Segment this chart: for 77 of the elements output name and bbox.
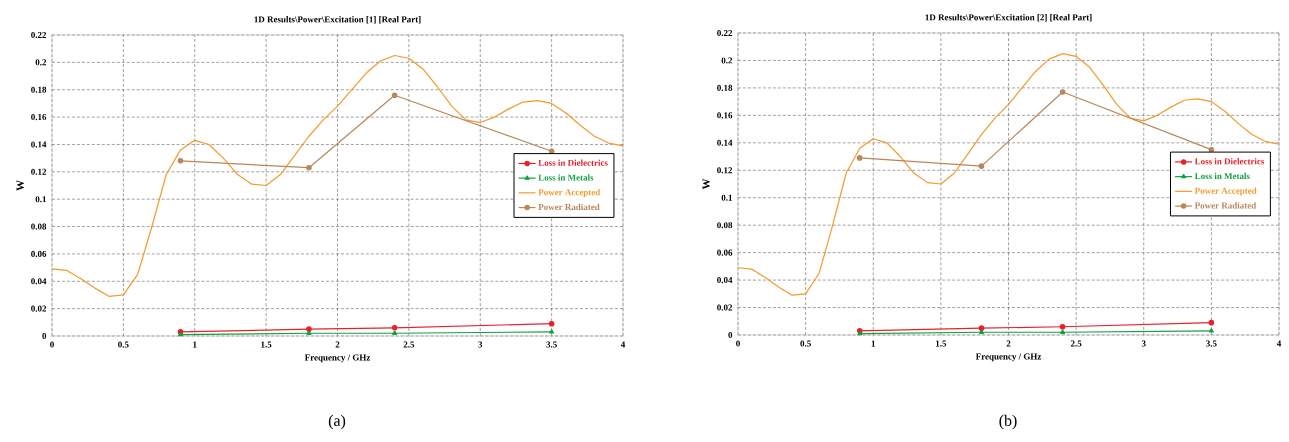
chart-title: 1D Results\Power\Excitation [1] [Real Part] <box>254 16 421 24</box>
legend-label: Loss in Metals <box>1194 172 1250 180</box>
x-tick-label: 2 <box>1006 340 1011 347</box>
x-tick-label: 4 <box>620 341 626 348</box>
point <box>1208 328 1214 333</box>
y-tick-label: 0 <box>42 332 47 340</box>
point <box>306 326 312 332</box>
y-tick-label: 0.22 <box>31 31 47 39</box>
x-tick-label: 2.5 <box>1070 340 1082 347</box>
x-tick-label: 4 <box>1276 340 1282 347</box>
text: (a) <box>328 414 346 430</box>
y-axis-title: W <box>702 178 710 190</box>
x-tick-label: 1 <box>193 341 197 348</box>
y-tick-label: 0.06 <box>717 249 733 256</box>
point <box>978 329 984 334</box>
point <box>1208 319 1215 326</box>
chart-title: 1D Results\Power\Excitation [2] [Real Part] <box>925 14 1092 22</box>
point <box>978 163 985 169</box>
x-tick-label: 3.5 <box>1206 340 1217 347</box>
y-tick-label: 0.08 <box>31 223 47 230</box>
legend-label: Loss in Metals <box>538 174 594 181</box>
point <box>978 325 985 331</box>
y-tick-label: 0.12 <box>31 168 47 175</box>
y-axis-title: W <box>16 180 24 191</box>
y-tick-label: 0.04 <box>31 278 47 285</box>
y-tick-label: 0.12 <box>717 167 733 174</box>
y-tick-label: 0.14 <box>31 141 47 148</box>
y-tick-label: 0.14 <box>717 139 733 146</box>
x-tick-label: 0 <box>736 340 740 347</box>
y-tick-label: 0.02 <box>717 304 733 311</box>
y-tick-label: 0.16 <box>717 112 733 119</box>
y-tick-label: 0.04 <box>717 277 733 284</box>
legend-label: Loss in Dielectrics <box>1194 158 1265 165</box>
y-tick-label: 0.08 <box>717 222 733 229</box>
legend-label: Loss in Dielectrics <box>538 159 608 166</box>
x-tick-label: 1.5 <box>936 340 947 347</box>
y-tick-label: 0.18 <box>31 86 47 93</box>
y-tick-label: 0.06 <box>31 250 47 257</box>
x-tick-label: 2 <box>335 341 340 348</box>
point <box>306 164 312 171</box>
point <box>548 320 555 327</box>
x-tick-label: 3 <box>1141 340 1146 347</box>
point <box>1059 323 1066 330</box>
x-tick-label: 1 <box>871 340 876 347</box>
point <box>1059 89 1066 95</box>
legend-label: Power Radiated <box>1194 202 1257 209</box>
point <box>392 330 398 335</box>
point <box>177 158 184 164</box>
y-tick-label: 0.1 <box>35 196 47 203</box>
y-tick-label: 0.22 <box>717 29 733 37</box>
y-tick-label: 0.18 <box>717 84 733 91</box>
point <box>391 324 398 331</box>
x-tick-label: 0.5 <box>118 341 129 348</box>
point <box>306 330 312 335</box>
x-axis-title: Frequency / GHz <box>975 353 1042 362</box>
legend-label: Power Radiated <box>538 203 600 211</box>
y-tick-label: 0.02 <box>31 305 47 312</box>
y-tick-label: 0.2 <box>35 59 47 66</box>
legend-label: Power Accepted <box>1194 187 1257 196</box>
x-tick-label: 2.5 <box>403 341 415 348</box>
x-tick-label: 3 <box>478 341 483 348</box>
point <box>549 329 555 334</box>
x-tick-label: 0 <box>50 341 54 348</box>
x-tick-label: 1.5 <box>261 341 272 348</box>
x-tick-label: 3.5 <box>546 341 557 348</box>
y-tick-label: 0.16 <box>31 114 47 121</box>
legend-label: Power Accepted <box>538 188 601 198</box>
x-axis-title: Frequency / GHz <box>304 354 371 363</box>
x-tick-label: 0.5 <box>800 340 811 347</box>
text: (b) <box>999 414 1017 430</box>
point <box>391 92 398 98</box>
point <box>856 155 863 161</box>
y-tick-label: 0 <box>728 331 733 339</box>
y-tick-label: 0.2 <box>721 57 733 64</box>
point <box>1060 329 1066 334</box>
point <box>548 148 555 155</box>
y-tick-label: 0.1 <box>721 194 733 201</box>
